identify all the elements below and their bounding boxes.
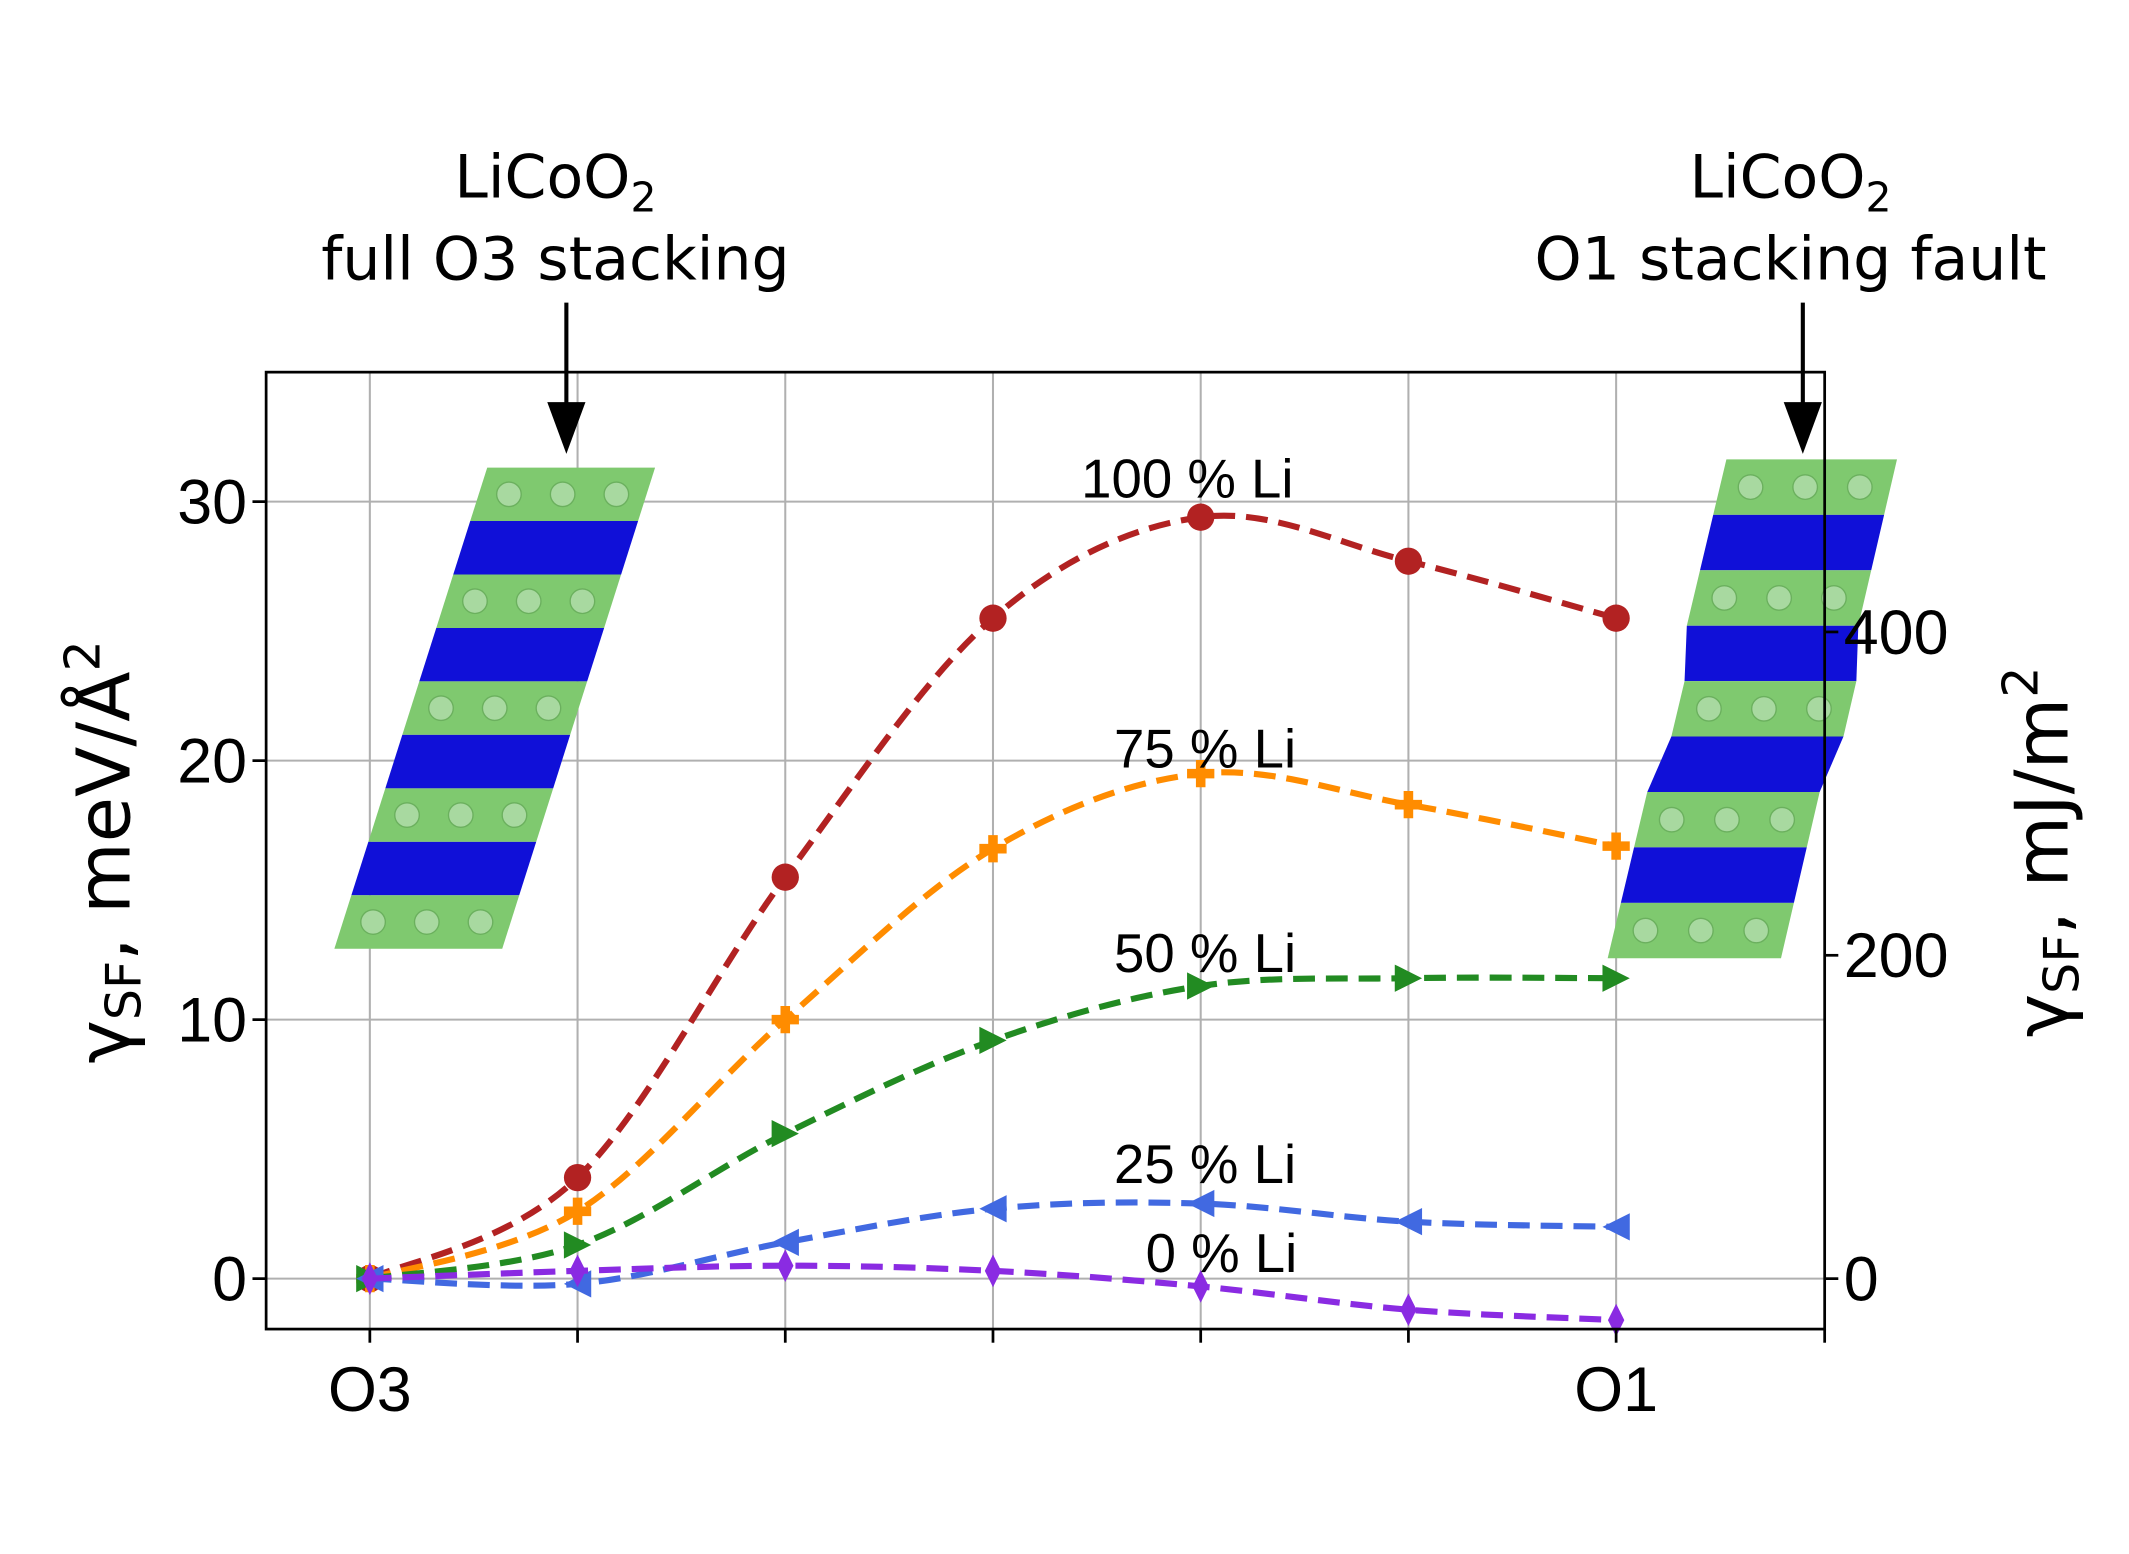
series-label-75: 75 % Li bbox=[1114, 718, 1296, 779]
li-atom bbox=[481, 695, 508, 722]
data-point bbox=[1394, 964, 1423, 992]
series-label-100: 100 % Li bbox=[1081, 449, 1293, 510]
data-point bbox=[984, 1254, 1002, 1288]
li-atom bbox=[462, 588, 488, 615]
li-atom bbox=[360, 909, 387, 935]
li-atom bbox=[1695, 695, 1722, 722]
li-atom bbox=[501, 802, 528, 829]
data-point bbox=[563, 1197, 592, 1225]
data-point bbox=[771, 863, 799, 891]
data-point bbox=[979, 604, 1007, 632]
li-atom bbox=[1766, 585, 1793, 611]
li-atom bbox=[549, 481, 576, 508]
co-layer bbox=[1684, 625, 1859, 682]
li-atom bbox=[495, 481, 522, 508]
data-point bbox=[1187, 759, 1215, 788]
y-tick-label-left: 30 bbox=[177, 467, 247, 537]
li-atom bbox=[569, 588, 596, 615]
data-point bbox=[361, 1262, 379, 1295]
li-atom bbox=[467, 909, 494, 935]
ticks: O3 O1 0 10 20 30 0 200 400 bbox=[177, 467, 1948, 1424]
data-point bbox=[1192, 1270, 1209, 1303]
y-tick-label-left: 0 bbox=[212, 1244, 247, 1314]
li-atom bbox=[1632, 917, 1659, 944]
li-atom bbox=[394, 802, 421, 829]
data-point bbox=[1394, 791, 1423, 819]
data-point bbox=[979, 1195, 1007, 1223]
plot-frame bbox=[264, 370, 1827, 1331]
data-point bbox=[1187, 1189, 1215, 1218]
li-atom bbox=[1658, 806, 1685, 833]
data-point bbox=[563, 1231, 592, 1259]
li-atom bbox=[1792, 474, 1819, 501]
li-atom bbox=[1743, 917, 1770, 944]
co-layer bbox=[351, 841, 537, 896]
data-point bbox=[771, 1006, 799, 1034]
li-atom bbox=[447, 802, 474, 829]
arrow-right bbox=[1783, 302, 1822, 454]
series-label-25: 25 % Li bbox=[1114, 1134, 1296, 1195]
series-label-0: 0 % Li bbox=[1146, 1223, 1298, 1284]
data-point bbox=[1602, 964, 1630, 992]
li-atom bbox=[1713, 806, 1740, 833]
y-tick-label-left: 20 bbox=[177, 726, 247, 796]
data-point bbox=[1602, 1213, 1630, 1241]
data-point bbox=[771, 1228, 799, 1257]
li-atom bbox=[1846, 474, 1873, 501]
co-layer bbox=[385, 734, 571, 789]
co-layer bbox=[1700, 514, 1885, 571]
data-point bbox=[1602, 604, 1630, 632]
y-tick-label-right: 0 bbox=[1844, 1244, 1879, 1314]
y-tick-label-right: 400 bbox=[1844, 598, 1949, 668]
o1-structure-image bbox=[1607, 459, 1897, 959]
annotation-left-line1: LiCoO2 bbox=[454, 143, 656, 222]
x-tick-label: O3 bbox=[328, 1355, 412, 1425]
data-point bbox=[1187, 972, 1215, 1000]
co-layer bbox=[1620, 847, 1807, 903]
co-layer bbox=[453, 521, 639, 575]
data-point bbox=[569, 1254, 586, 1288]
arrow-left bbox=[547, 302, 586, 454]
li-atom bbox=[1711, 585, 1738, 611]
data-point bbox=[1394, 547, 1423, 575]
data-point bbox=[979, 835, 1007, 863]
li-atom bbox=[535, 695, 562, 722]
li-atom bbox=[603, 481, 630, 508]
data-point bbox=[563, 1164, 592, 1192]
li-atom bbox=[428, 695, 454, 722]
li-atom bbox=[1687, 917, 1714, 944]
data-point bbox=[979, 1026, 1007, 1054]
series-lines bbox=[356, 503, 1630, 1337]
li-atom bbox=[1750, 695, 1777, 722]
data-point bbox=[1400, 1293, 1417, 1327]
annotation-right-line1: LiCoO2 bbox=[1690, 143, 1892, 222]
li-atom bbox=[1805, 695, 1832, 722]
series-line bbox=[368, 769, 1617, 1282]
y-tick-label-right: 200 bbox=[1844, 921, 1949, 991]
annotation-left-line2: full O3 stacking bbox=[321, 224, 789, 294]
data-point bbox=[1394, 1208, 1423, 1236]
data-point bbox=[777, 1249, 794, 1283]
series-label-50: 50 % Li bbox=[1114, 923, 1296, 984]
data-point bbox=[1187, 503, 1215, 531]
data-point bbox=[771, 1119, 799, 1148]
li-atom bbox=[413, 909, 440, 935]
y-axis-label-right: γSF, mJ/m2 bbox=[1992, 667, 2091, 1038]
data-point bbox=[1602, 832, 1630, 860]
y-tick-label-left: 10 bbox=[177, 985, 247, 1055]
y-axis-label-left: γSF, meV/Å2 bbox=[54, 640, 153, 1063]
x-tick-label: O1 bbox=[1574, 1355, 1658, 1425]
co-layer bbox=[1647, 736, 1844, 792]
co-layer bbox=[419, 627, 605, 682]
li-atom bbox=[1820, 585, 1847, 611]
li-atom bbox=[1769, 806, 1796, 833]
li-atom bbox=[515, 588, 542, 615]
li-atom bbox=[1737, 474, 1764, 501]
annotation-right-line2: O1 stacking fault bbox=[1535, 224, 2047, 294]
o3-structure-image bbox=[334, 467, 656, 949]
